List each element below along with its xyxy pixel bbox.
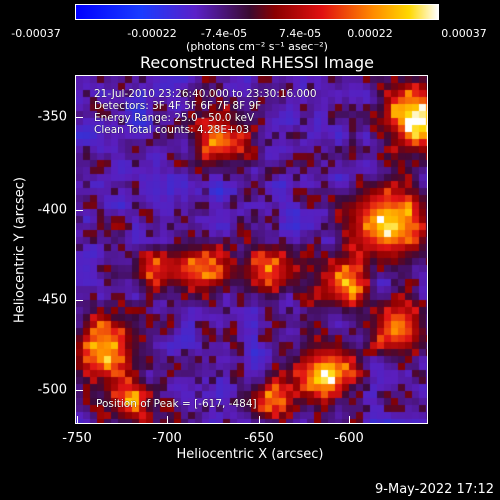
x-tick-mark (77, 416, 78, 424)
y-tick-mark (75, 300, 83, 301)
colorbar-tick-label: 7.4e-05 (278, 27, 322, 40)
colorbar (75, 4, 439, 20)
x-tick-mark (167, 416, 168, 424)
y-axis-label: Heliocentric Y (arcsec) (12, 177, 28, 323)
y-tick-mark (75, 117, 83, 118)
colorbar-tick-label: 0.00022 (347, 27, 393, 40)
x-tick-label: -700 (152, 431, 182, 446)
image-title: Reconstructed RHESSI Image (140, 53, 374, 72)
x-tick-label: -600 (334, 431, 364, 446)
x-tick-label: -750 (62, 431, 92, 446)
y-tick-mark (75, 390, 83, 391)
colorbar-tick-label: -0.00022 (127, 27, 177, 40)
y-tick-mark (75, 210, 83, 211)
y-tick-label: -350 (37, 109, 67, 125)
colorbar-tick-label: -0.00037 (11, 27, 61, 40)
y-tick-label: -500 (37, 382, 67, 398)
peak-position-annotation: Position of Peak = [-617, -484] (96, 398, 257, 410)
x-axis-label: Heliocentric X (arcsec) (176, 447, 324, 462)
y-tick-label: -400 (37, 202, 67, 218)
rhessi-image-heatmap (76, 76, 427, 423)
x-tick-mark (349, 416, 350, 424)
detectors-annotation: Detectors: 3F 4F 5F 6F 7F 8F 9F (94, 100, 262, 112)
time-range-annotation: 21-Jul-2010 23:26:40.000 to 23:30:16.000 (94, 88, 317, 100)
x-tick-mark (259, 416, 260, 424)
x-tick-label: -650 (244, 431, 274, 446)
colorbar-units: (photons cm⁻² s⁻¹ asec⁻²) (186, 40, 328, 53)
colorbar-tick-label: -7.4e-05 (200, 27, 248, 40)
energy-range-annotation: Energy Range: 25.0 - 50.0 keV (94, 112, 255, 124)
colorbar-tick-label: 0.00037 (441, 27, 487, 40)
image-plot (75, 75, 428, 424)
y-tick-label: -450 (37, 292, 67, 308)
clean-counts-annotation: Clean Total counts: 4.28E+03 (94, 124, 250, 136)
date-stamp: 9-May-2022 17:12 (375, 482, 494, 497)
